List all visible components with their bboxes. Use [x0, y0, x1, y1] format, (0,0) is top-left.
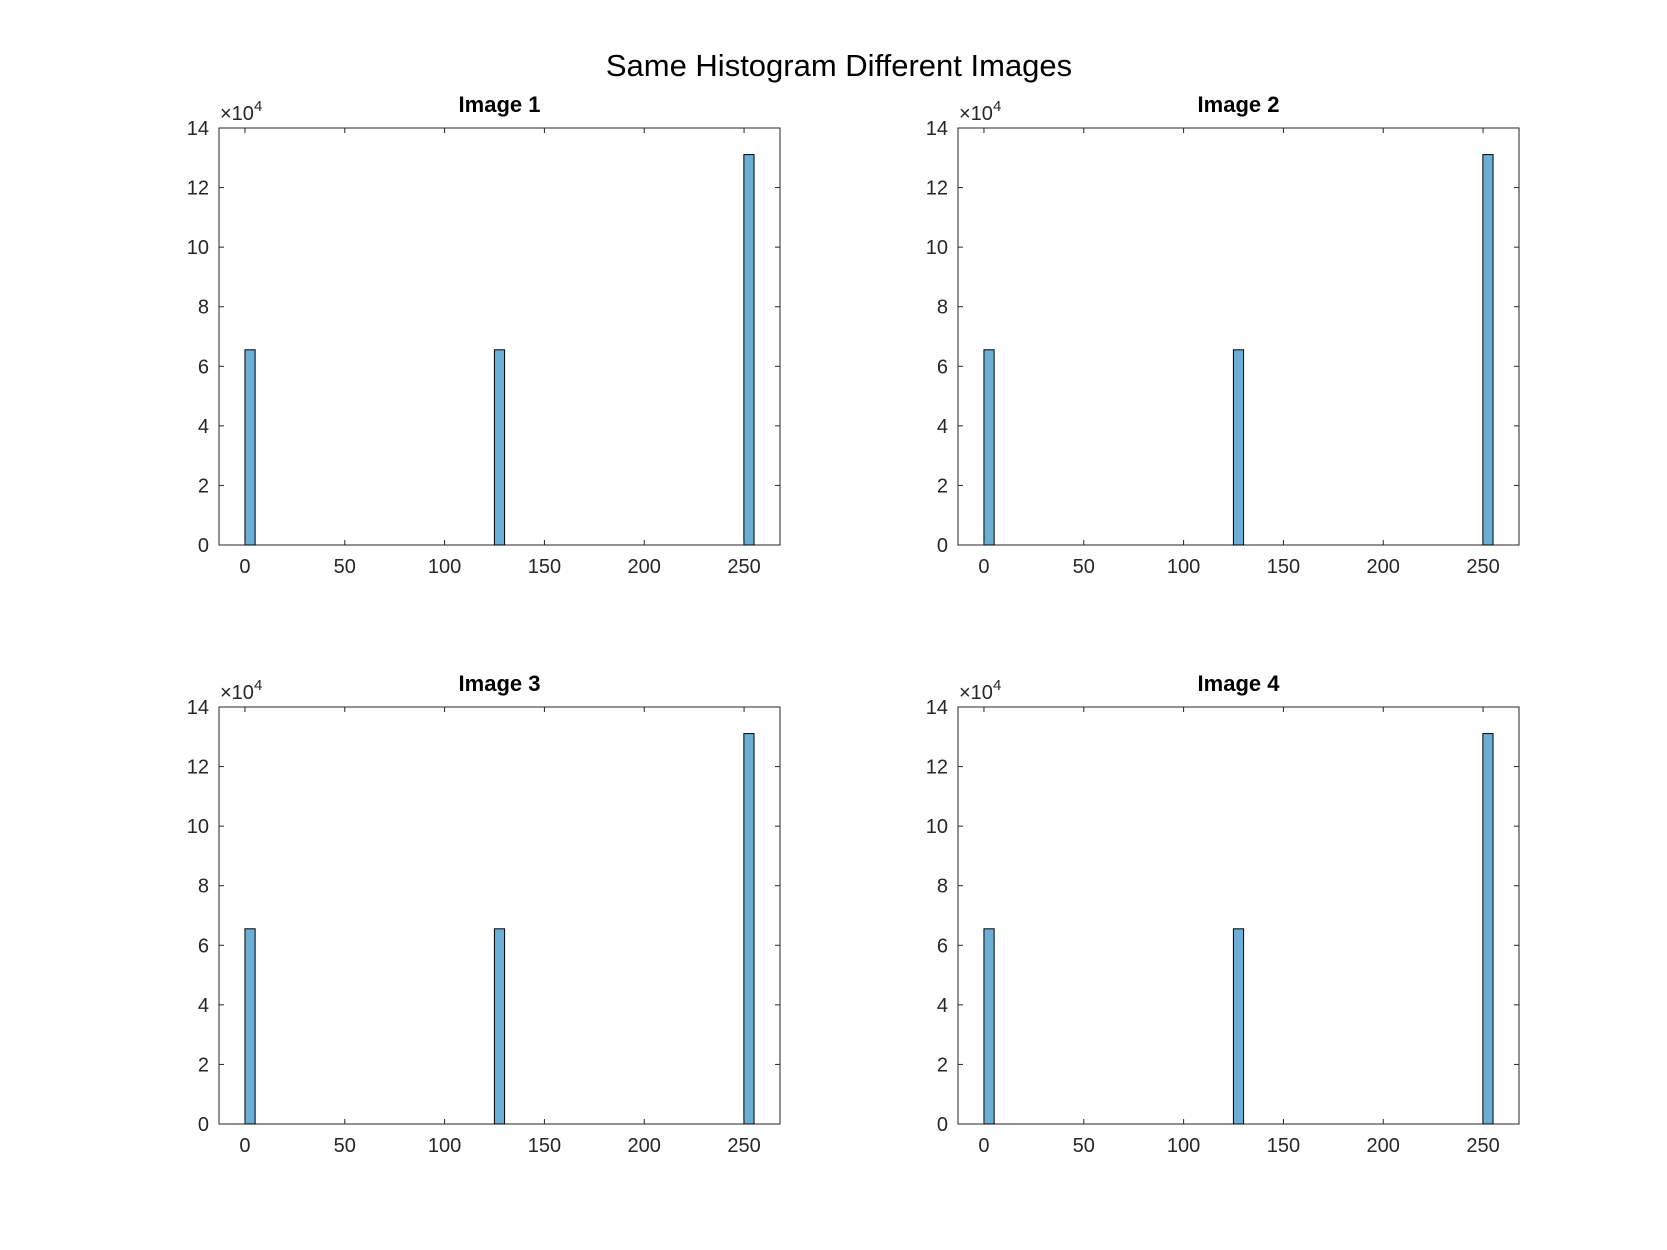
x-tick-label: 100: [428, 1135, 461, 1157]
y-tick-label: 10: [187, 816, 209, 838]
y-tick-label: 14: [926, 697, 948, 719]
histogram-bar: [244, 928, 256, 1125]
y-exponent-multiplier: ×104: [959, 677, 1001, 704]
histogram-bar: [1482, 154, 1494, 546]
subplot-title: Image 4: [1198, 671, 1281, 696]
x-tick-label: 150: [528, 556, 561, 578]
y-tick-label: 8: [198, 876, 209, 898]
y-tick-label: 14: [187, 118, 209, 140]
histogram-bar: [743, 154, 755, 546]
x-tick-label: 250: [1466, 556, 1499, 578]
x-tick-label: 100: [1167, 1135, 1200, 1157]
histogram-bar: [1232, 349, 1245, 546]
y-tick-label: 8: [937, 297, 948, 319]
x-tick-label: 200: [1367, 1135, 1400, 1157]
y-exponent-multiplier: ×104: [220, 677, 262, 704]
x-tick-label: 200: [1367, 556, 1400, 578]
y-tick-label: 6: [937, 935, 948, 957]
x-tick-label: 50: [334, 1135, 356, 1157]
y-tick-label: 0: [937, 1114, 948, 1136]
y-exponent-multiplier: ×104: [959, 98, 1001, 125]
y-exponent-power: 4: [254, 677, 262, 694]
histogram-bar: [983, 349, 995, 546]
x-tick-label: 50: [1073, 1135, 1095, 1157]
y-tick-label: 12: [926, 178, 948, 200]
histogram-bar: [1232, 928, 1245, 1125]
x-tick-label: 150: [528, 1135, 561, 1157]
x-tick-label: 0: [978, 1135, 989, 1157]
y-exponent-multiplier: ×104: [220, 98, 262, 125]
y-tick-label: 14: [926, 118, 948, 140]
x-tick-label: 250: [727, 556, 760, 578]
x-tick-label: 250: [727, 1135, 760, 1157]
y-tick-label: 4: [198, 416, 209, 438]
x-tick-label: 100: [1167, 556, 1200, 578]
y-tick-label: 0: [198, 1114, 209, 1136]
subplot-title: Image 2: [1198, 92, 1280, 117]
y-tick-label: 10: [926, 237, 948, 259]
y-tick-label: 4: [937, 416, 948, 438]
x-tick-label: 0: [239, 556, 250, 578]
y-tick-label: 8: [937, 876, 948, 898]
y-exponent-base: ×10: [220, 682, 254, 704]
x-tick-label: 50: [334, 556, 356, 578]
histogram-bar: [493, 349, 506, 546]
x-tick-label: 200: [628, 1135, 661, 1157]
y-tick-label: 6: [937, 356, 948, 378]
y-tick-label: 0: [937, 535, 948, 557]
y-tick-label: 6: [198, 935, 209, 957]
y-tick-label: 10: [187, 237, 209, 259]
x-tick-label: 50: [1073, 556, 1095, 578]
x-tick-label: 150: [1267, 556, 1300, 578]
y-tick-label: 12: [926, 757, 948, 779]
y-exponent-power: 4: [993, 98, 1001, 115]
histogram-bar: [493, 928, 506, 1125]
y-tick-label: 12: [187, 757, 209, 779]
x-tick-label: 150: [1267, 1135, 1300, 1157]
y-tick-label: 2: [937, 1054, 948, 1076]
y-tick-label: 14: [187, 697, 209, 719]
x-tick-label: 0: [239, 1135, 250, 1157]
histogram-bar: [983, 928, 995, 1125]
y-exponent-power: 4: [993, 677, 1001, 694]
x-tick-label: 100: [428, 556, 461, 578]
y-tick-label: 2: [937, 475, 948, 497]
x-tick-label: 0: [978, 556, 989, 578]
y-exponent-power: 4: [254, 98, 262, 115]
x-tick-label: 200: [628, 556, 661, 578]
subplot-title: Image 3: [459, 671, 541, 696]
histogram-bar: [1482, 733, 1494, 1125]
y-tick-label: 6: [198, 356, 209, 378]
histogram-bar: [743, 733, 755, 1125]
y-exponent-base: ×10: [220, 103, 254, 125]
y-tick-label: 0: [198, 535, 209, 557]
subplot-title: Image 1: [459, 92, 541, 117]
y-exponent-base: ×10: [959, 682, 993, 704]
y-tick-label: 4: [937, 995, 948, 1017]
y-tick-label: 2: [198, 475, 209, 497]
histogram-bar: [244, 349, 256, 546]
figure-title: Same Histogram Different Images: [606, 48, 1072, 83]
y-tick-label: 4: [198, 995, 209, 1017]
y-tick-label: 2: [198, 1054, 209, 1076]
y-tick-label: 8: [198, 297, 209, 319]
y-tick-label: 10: [926, 816, 948, 838]
y-exponent-base: ×10: [959, 103, 993, 125]
x-tick-label: 250: [1466, 1135, 1499, 1157]
y-tick-label: 12: [187, 178, 209, 200]
